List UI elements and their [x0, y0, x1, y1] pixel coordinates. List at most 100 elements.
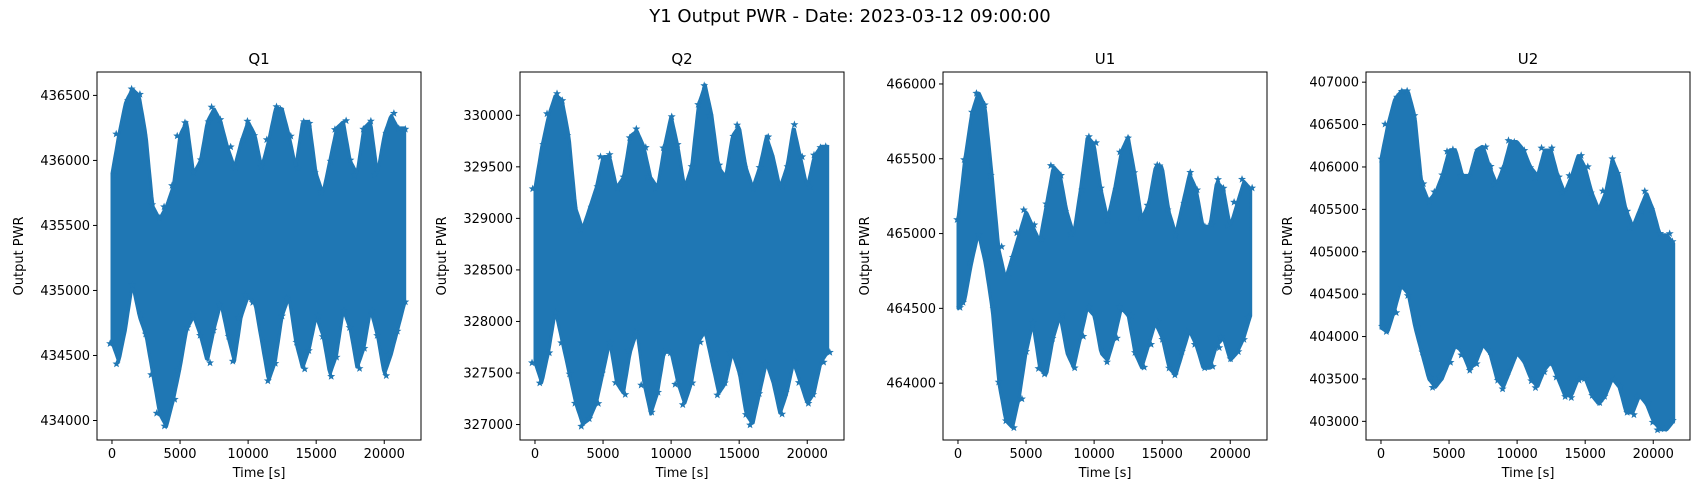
data-point: [1547, 143, 1556, 152]
figure-title: Y1 Output PWR - Date: 2023-03-12 09:00:0…: [649, 6, 1051, 27]
data-point: [709, 358, 718, 367]
data-point: [749, 184, 758, 193]
data-point: [318, 332, 327, 340]
data-point: [641, 143, 650, 151]
data-point: [729, 132, 738, 140]
data-point: [1200, 363, 1209, 372]
data-point: [621, 390, 630, 398]
data-point: [1393, 93, 1401, 101]
data-point: [1403, 291, 1412, 299]
data-point: [598, 368, 606, 377]
data-point: [1012, 228, 1021, 237]
y-tick-label: 435000: [40, 284, 90, 299]
data-point: [1042, 199, 1051, 208]
x-tick-label: 20000: [1633, 447, 1674, 462]
data-point: [294, 164, 302, 172]
data-point: [563, 131, 572, 139]
data-point: [1498, 384, 1507, 393]
y-axis-label: Output PWR: [858, 216, 873, 295]
data-point: [1103, 357, 1111, 366]
data-point: [1419, 179, 1428, 188]
y-tick-label: 406500: [1309, 118, 1359, 133]
data-point: [1558, 188, 1566, 196]
data-point: [173, 131, 182, 140]
data-point: [558, 96, 567, 104]
data-point: [798, 152, 807, 161]
data-point: [771, 377, 780, 386]
y-axis-label: Output PWR: [1281, 216, 1296, 295]
data-point: [137, 310, 145, 319]
data-point: [980, 100, 989, 109]
data-point: [1216, 333, 1225, 341]
y-tick-label: 406000: [1309, 160, 1359, 175]
data-point: [1561, 392, 1570, 400]
data-point: [1456, 172, 1465, 180]
data-point: [1040, 369, 1049, 378]
data-point: [1504, 136, 1513, 144]
y-tick-label: 330000: [463, 109, 513, 124]
x-tick-label: 0: [108, 447, 116, 462]
data-point: [276, 105, 285, 113]
y-tick-label: 404000: [1309, 330, 1359, 345]
data-point: [1520, 146, 1529, 154]
data-point: [632, 124, 641, 133]
data-point: [1097, 183, 1105, 192]
y-tick-label: 327000: [463, 418, 513, 433]
data-point: [401, 125, 410, 133]
data-point: [155, 213, 164, 222]
data-point: [327, 372, 336, 380]
data-point: [1382, 327, 1391, 335]
x-axis-label: Time [s]: [232, 466, 286, 481]
data-point: [1623, 408, 1632, 416]
data-point: [1112, 185, 1121, 193]
data-point: [118, 327, 127, 335]
data-point: [228, 357, 237, 365]
data-point: [1219, 184, 1228, 192]
data-point: [953, 215, 962, 223]
data-point: [204, 117, 213, 126]
data-point: [1158, 335, 1167, 343]
data-point: [1030, 220, 1039, 229]
data-point: [671, 380, 680, 388]
data-point: [1451, 342, 1460, 351]
data-point: [1170, 370, 1179, 379]
data-point: [1426, 373, 1435, 382]
data-point: [1084, 302, 1093, 311]
data-point: [1410, 111, 1419, 119]
data-point: [239, 135, 248, 144]
data-point: [630, 327, 639, 336]
data-point: [557, 338, 566, 347]
data-point: [1066, 229, 1075, 238]
data-point: [1623, 207, 1632, 215]
data-point: [355, 364, 364, 372]
data-series-band: [1379, 89, 1676, 432]
data-point: [209, 326, 218, 334]
data-point: [1022, 347, 1031, 355]
data-point: [1575, 376, 1584, 384]
data-point: [1070, 363, 1079, 372]
data-point: [181, 118, 189, 127]
data-point: [262, 135, 271, 144]
data-point: [746, 420, 755, 429]
data-point: [1078, 185, 1086, 194]
data-point: [1099, 347, 1108, 356]
y-tick-label: 403500: [1309, 372, 1359, 387]
data-point: [994, 377, 1003, 386]
data-point: [1153, 317, 1162, 326]
data-point: [1061, 207, 1070, 215]
data-point: [1234, 347, 1243, 356]
data-point: [1610, 375, 1619, 383]
data-point: [170, 395, 179, 403]
data-point: [1193, 185, 1202, 194]
data-point: [1640, 187, 1649, 195]
y-tick-label: 466000: [886, 77, 936, 92]
data-point: [1531, 173, 1540, 181]
x-tick-label: 5000: [1009, 447, 1042, 462]
data-point: [1115, 302, 1124, 311]
data-point: [1625, 223, 1634, 231]
chart-q1: 0 5000 10000 15000 20000 434000 434500 435000 43…: [12, 50, 422, 481]
data-point: [160, 202, 168, 211]
data-point: [1214, 175, 1222, 183]
chart-u1: 0 5000 10000 15000 20000 464000 464500 465000 46…: [858, 50, 1268, 481]
data-point: [528, 358, 536, 367]
